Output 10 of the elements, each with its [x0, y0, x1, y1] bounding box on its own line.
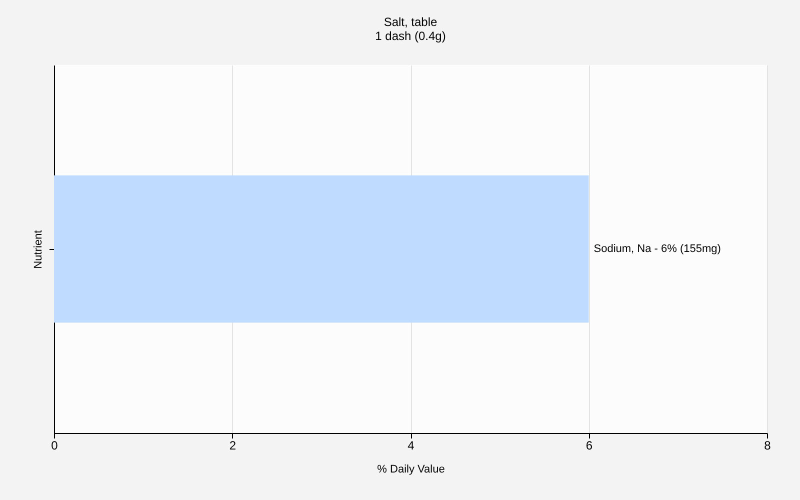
x-tick-label: 6	[586, 438, 593, 452]
x-axis-title: % Daily Value	[377, 464, 445, 476]
y-axis-title: Nutrient	[32, 230, 44, 269]
chart-subtitle: 1 dash (0.4g)	[375, 29, 446, 43]
x-tick-label: 0	[51, 438, 58, 452]
x-tick-label: 2	[229, 438, 236, 452]
x-tick-label: 8	[764, 438, 772, 452]
x-tick-label: 4	[408, 438, 415, 452]
annotation: Sodium, Na - 6% (155mg)	[594, 243, 721, 255]
chart-title: Salt, table	[384, 15, 438, 29]
